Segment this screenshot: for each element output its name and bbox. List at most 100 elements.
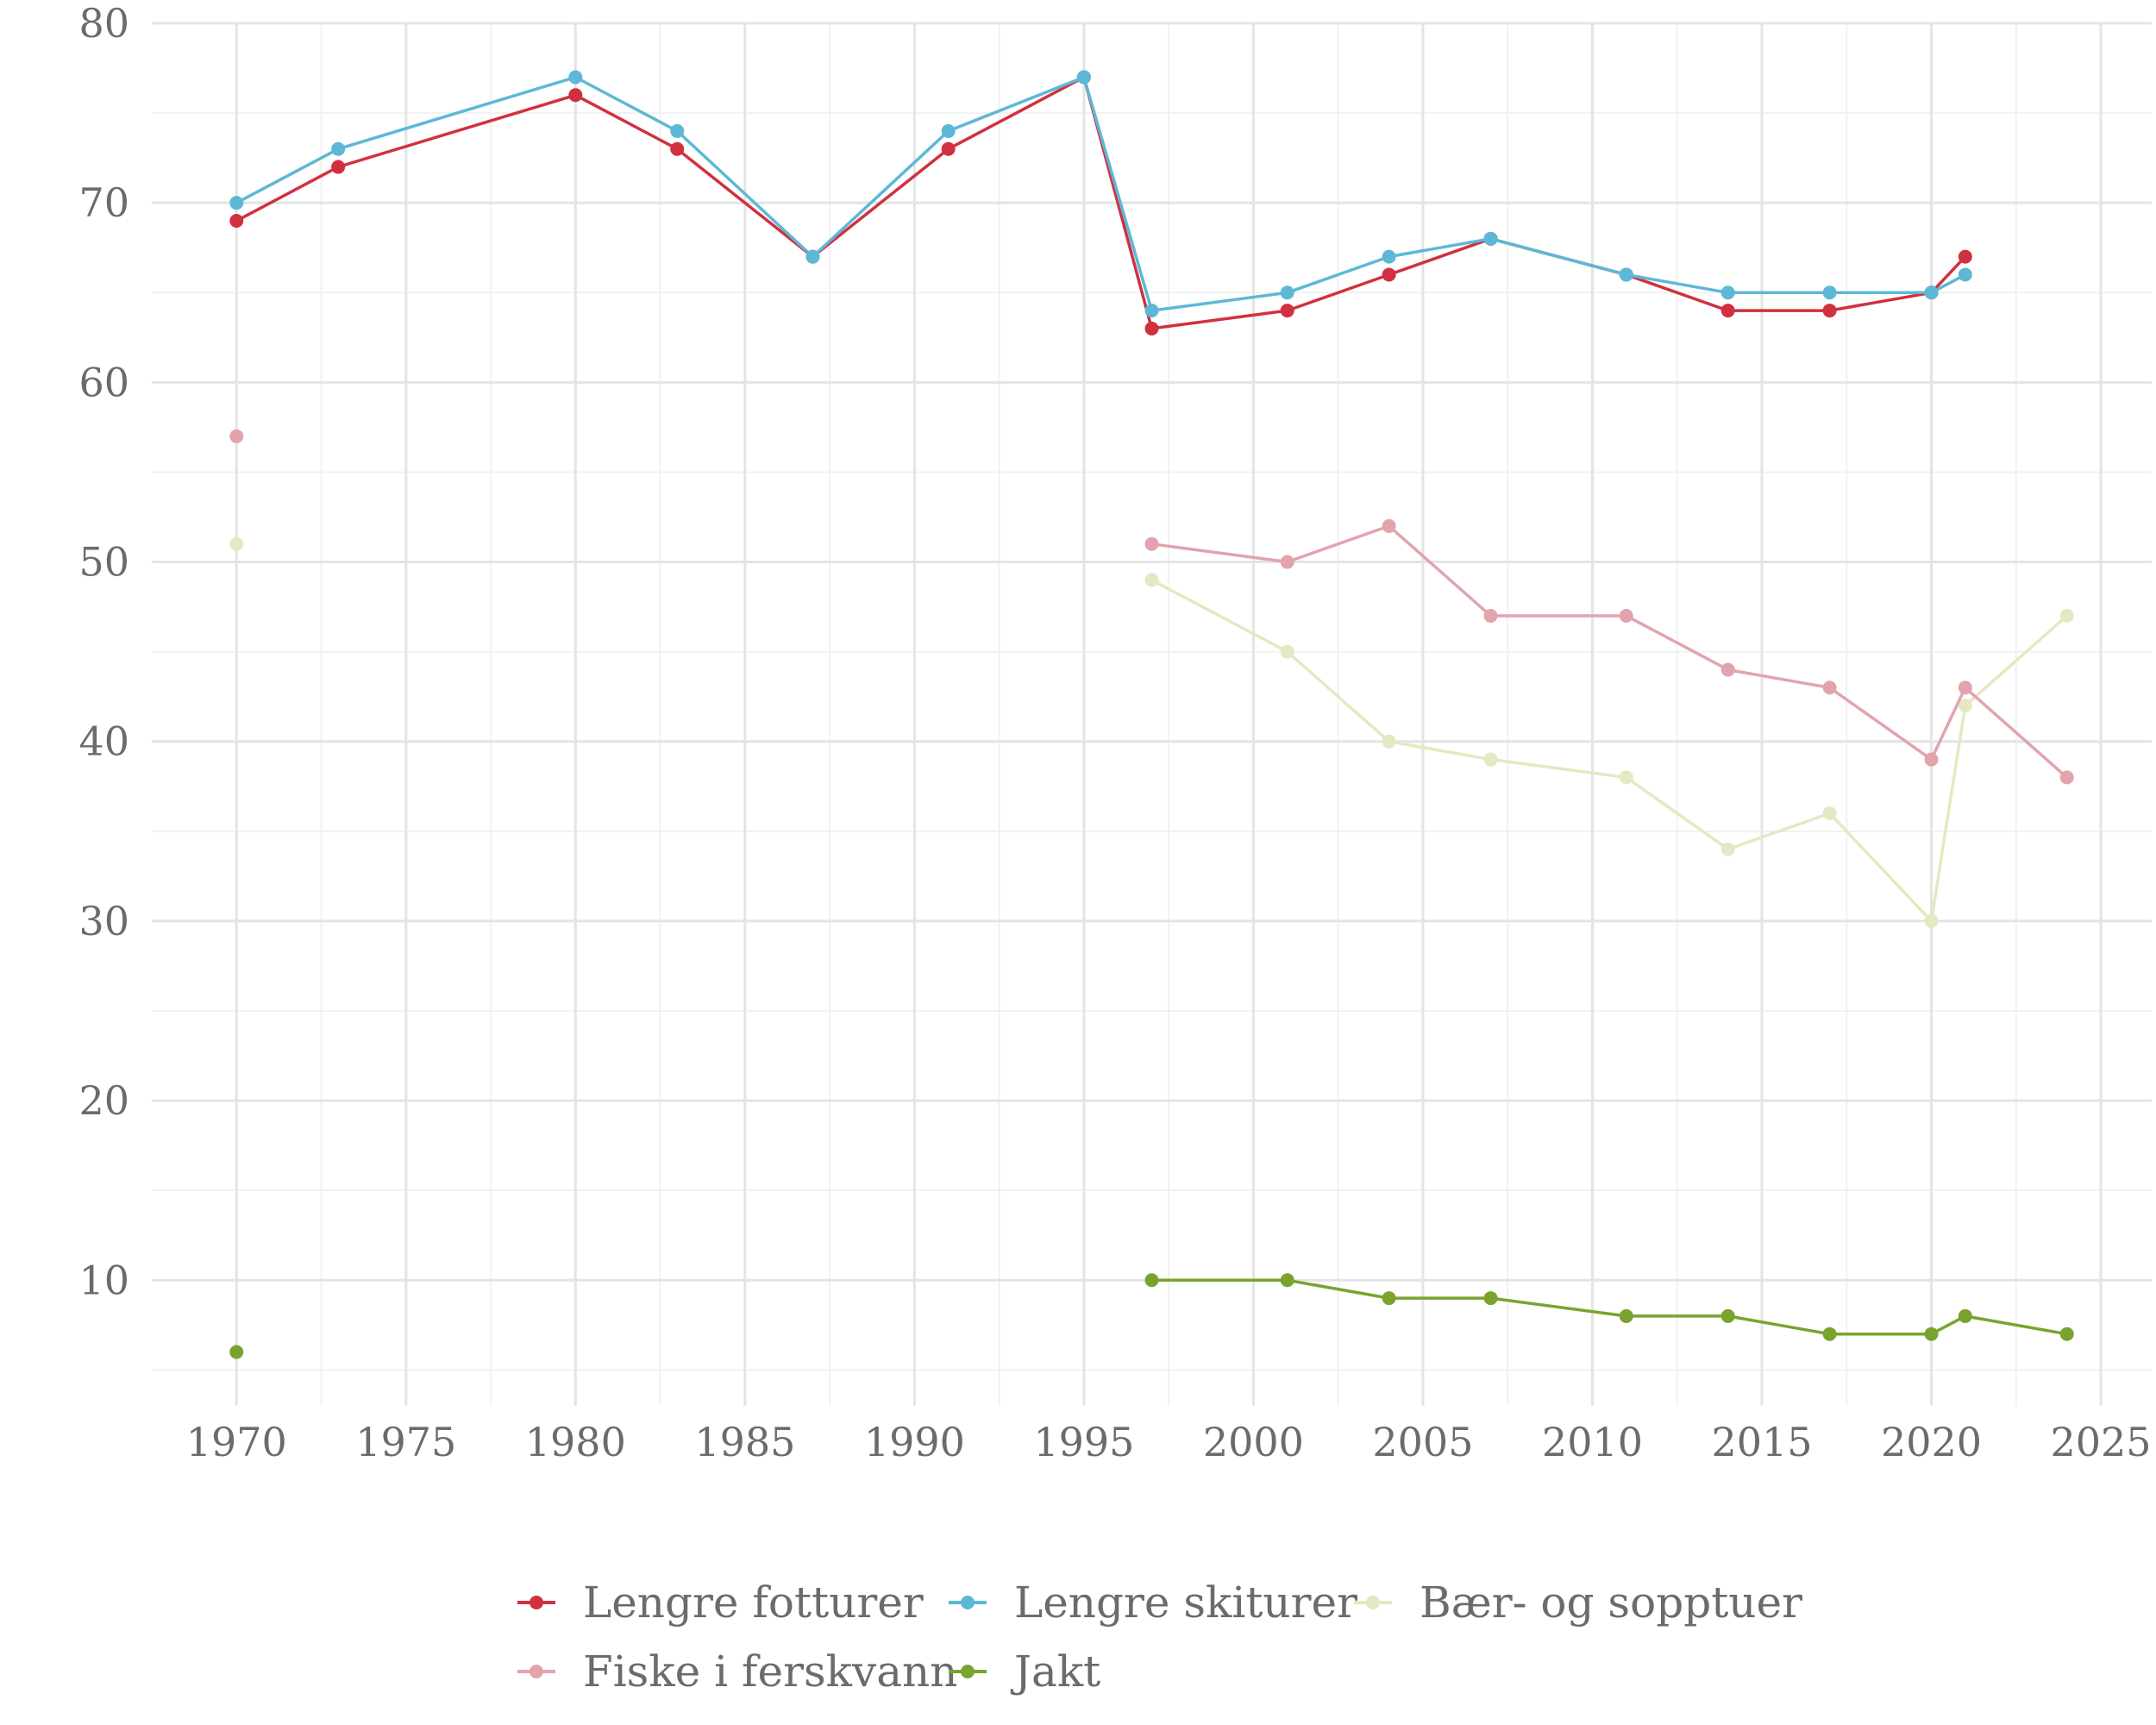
- x-tick-label: 1980: [525, 1419, 626, 1465]
- data-point: [1619, 267, 1633, 282]
- data-point: [1958, 699, 1972, 713]
- y-tick-label: 80: [78, 0, 129, 47]
- data-point: [2059, 609, 2074, 623]
- data-point: [1483, 752, 1498, 767]
- data-point: [1483, 1291, 1498, 1306]
- data-point: [1619, 609, 1633, 623]
- y-tick-label: 30: [78, 898, 129, 944]
- data-point: [1144, 573, 1159, 587]
- legend: Lengre fotturer Lengre skiturer Bær- og so…: [517, 1578, 1802, 1697]
- x-tick-label: 2015: [1711, 1419, 1812, 1465]
- x-tick-label: 1990: [864, 1419, 965, 1465]
- data-point: [1076, 70, 1091, 85]
- legend-item: Fiske i ferskvann: [517, 1647, 957, 1697]
- data-point: [229, 429, 244, 443]
- series-line: [1150, 578, 2068, 923]
- series-line: [235, 75, 1966, 312]
- data-point: [1822, 1327, 1837, 1341]
- data-point: [1720, 662, 1735, 677]
- legend-item: Bær- og sopptuer: [1354, 1578, 1802, 1628]
- data-point: [1382, 267, 1396, 282]
- data-point: [1483, 609, 1498, 623]
- data-point: [1144, 536, 1159, 551]
- data-point: [1280, 644, 1294, 659]
- x-tick-label: 2025: [2051, 1419, 2152, 1465]
- y-tick-label: 70: [78, 179, 129, 226]
- legend-label: Bær- og sopptuer: [1420, 1578, 1802, 1628]
- data-point: [1483, 231, 1498, 246]
- data-point: [1144, 304, 1159, 318]
- data-point: [331, 141, 346, 156]
- series-3: [229, 536, 2074, 928]
- y-tick-label: 50: [78, 539, 129, 586]
- data-point: [1720, 304, 1735, 318]
- x-tick-label: 1985: [694, 1419, 795, 1465]
- data-point: [1144, 1273, 1159, 1288]
- legend-label: Lengre fotturer: [583, 1578, 924, 1628]
- series-group: [229, 70, 2074, 1359]
- data-point: [1924, 285, 1939, 300]
- x-tick-label: 1970: [186, 1419, 287, 1465]
- data-point: [229, 214, 244, 228]
- data-point: [1924, 1327, 1939, 1341]
- data-point: [331, 160, 346, 174]
- legend-key-point: [961, 1665, 975, 1678]
- x-tick-label: 2010: [1542, 1419, 1643, 1465]
- data-point: [1382, 249, 1396, 264]
- data-point: [568, 70, 583, 85]
- legend-label: Jakt: [1010, 1647, 1100, 1697]
- series-line: [1151, 524, 2068, 779]
- data-point: [1924, 752, 1939, 767]
- data-point: [1720, 842, 1735, 856]
- data-point: [1280, 285, 1294, 300]
- data-point: [1924, 913, 1939, 928]
- data-point: [229, 1345, 244, 1359]
- x-tick-label: 2000: [1203, 1419, 1304, 1465]
- data-point: [1280, 555, 1294, 569]
- legend-item: Lengre skiturer: [949, 1578, 1357, 1628]
- data-point: [941, 141, 956, 156]
- legend-key-point: [530, 1665, 543, 1678]
- legend-key-point: [1366, 1596, 1380, 1609]
- y-tick-label: 40: [78, 718, 129, 765]
- x-axis: 1970 1975 1980 1985 1990 1995 2000 2005 2010 2015…: [186, 1419, 2152, 1465]
- legend-key-point: [530, 1596, 543, 1609]
- data-point: [1958, 1308, 1972, 1323]
- legend-key-point: [961, 1596, 975, 1609]
- y-tick-label: 20: [78, 1077, 129, 1124]
- y-tick-label: 10: [78, 1257, 129, 1303]
- x-tick-label: 1995: [1033, 1419, 1134, 1465]
- data-point: [1144, 321, 1159, 336]
- data-point: [1958, 267, 1972, 282]
- series-line: [1151, 1278, 2068, 1336]
- grid: [152, 22, 2152, 1406]
- data-point: [1958, 249, 1972, 264]
- data-point: [805, 249, 820, 264]
- data-point: [1619, 770, 1633, 785]
- data-point: [1382, 1291, 1396, 1306]
- data-point: [229, 536, 244, 551]
- data-point: [568, 88, 583, 103]
- data-point: [1280, 304, 1294, 318]
- data-point: [2059, 1327, 2074, 1341]
- legend-item: Jakt: [949, 1647, 1100, 1697]
- data-point: [1619, 1308, 1633, 1323]
- data-point: [229, 196, 244, 210]
- data-point: [670, 141, 685, 156]
- x-tick-label: 1975: [355, 1419, 456, 1465]
- data-point: [1822, 806, 1837, 820]
- y-axis: 10 20 30 40 50 60 70 80: [78, 0, 129, 1303]
- y-tick-label: 60: [78, 359, 129, 405]
- data-point: [1720, 1308, 1735, 1323]
- data-point: [670, 123, 685, 138]
- data-point: [1382, 518, 1396, 533]
- data-point: [1958, 681, 1972, 695]
- series-2: [229, 70, 1972, 318]
- x-tick-label: 2005: [1372, 1419, 1473, 1465]
- data-point: [2059, 770, 2074, 785]
- legend-label: Fiske i ferskvann: [583, 1647, 957, 1697]
- data-point: [1822, 681, 1837, 695]
- series-5: [229, 1273, 2074, 1359]
- data-point: [1382, 734, 1396, 749]
